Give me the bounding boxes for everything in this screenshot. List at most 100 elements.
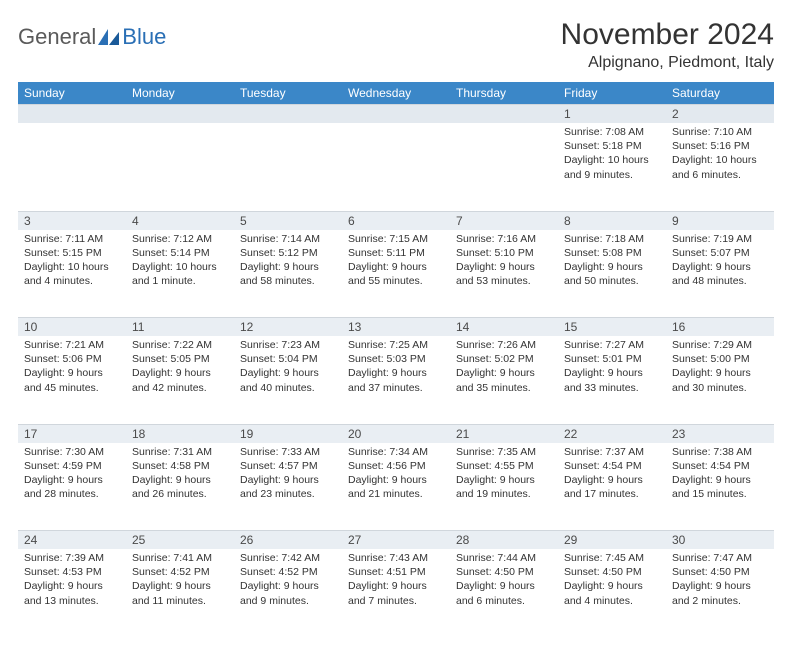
page-title: November 2024 (561, 18, 774, 52)
day-number-cell: 5 (234, 211, 342, 230)
sunset-text: Sunset: 5:04 PM (240, 352, 336, 366)
sunrise-text: Sunrise: 7:30 AM (24, 445, 120, 459)
sunset-text: Sunset: 4:53 PM (24, 565, 120, 579)
day-number-cell: 13 (342, 318, 450, 337)
sunrise-text: Sunrise: 7:23 AM (240, 338, 336, 352)
day-number-cell: 9 (666, 211, 774, 230)
day-number-cell: 24 (18, 531, 126, 550)
sunset-text: Sunset: 5:02 PM (456, 352, 552, 366)
day-number-cell: 6 (342, 211, 450, 230)
daylight-text: Daylight: 10 hours and 6 minutes. (672, 153, 768, 181)
day-cell: Sunrise: 7:37 AMSunset: 4:54 PMDaylight:… (558, 443, 666, 531)
daylight-text: Daylight: 9 hours and 17 minutes. (564, 473, 660, 501)
day-cell: Sunrise: 7:14 AMSunset: 5:12 PMDaylight:… (234, 230, 342, 318)
day-cell: Sunrise: 7:11 AMSunset: 5:15 PMDaylight:… (18, 230, 126, 318)
daylight-text: Daylight: 9 hours and 19 minutes. (456, 473, 552, 501)
daylight-text: Daylight: 9 hours and 30 minutes. (672, 366, 768, 394)
sunrise-text: Sunrise: 7:21 AM (24, 338, 120, 352)
day-number-cell: 4 (126, 211, 234, 230)
daylight-text: Daylight: 9 hours and 48 minutes. (672, 260, 768, 288)
daylight-text: Daylight: 10 hours and 1 minute. (132, 260, 228, 288)
day-number-cell: 11 (126, 318, 234, 337)
day-content-row: Sunrise: 7:11 AMSunset: 5:15 PMDaylight:… (18, 230, 774, 318)
daylight-text: Daylight: 9 hours and 11 minutes. (132, 579, 228, 607)
day-number-cell (126, 105, 234, 124)
day-number-row: 17181920212223 (18, 424, 774, 443)
sunset-text: Sunset: 5:03 PM (348, 352, 444, 366)
sunset-text: Sunset: 4:58 PM (132, 459, 228, 473)
sunset-text: Sunset: 4:54 PM (564, 459, 660, 473)
calendar-page: General Blue November 2024 Alpignano, Pi… (0, 0, 792, 647)
day-cell: Sunrise: 7:31 AMSunset: 4:58 PMDaylight:… (126, 443, 234, 531)
page-subtitle: Alpignano, Piedmont, Italy (561, 54, 774, 72)
calendar-table: Sunday Monday Tuesday Wednesday Thursday… (18, 82, 774, 637)
daylight-text: Daylight: 9 hours and 45 minutes. (24, 366, 120, 394)
sunset-text: Sunset: 5:12 PM (240, 246, 336, 260)
sunrise-text: Sunrise: 7:16 AM (456, 232, 552, 246)
day-number-cell: 27 (342, 531, 450, 550)
daylight-text: Daylight: 9 hours and 33 minutes. (564, 366, 660, 394)
sunrise-text: Sunrise: 7:45 AM (564, 551, 660, 565)
day-header: Thursday (450, 82, 558, 105)
sunrise-text: Sunrise: 7:43 AM (348, 551, 444, 565)
day-cell (126, 123, 234, 211)
day-cell: Sunrise: 7:42 AMSunset: 4:52 PMDaylight:… (234, 549, 342, 637)
daylight-text: Daylight: 9 hours and 55 minutes. (348, 260, 444, 288)
daylight-text: Daylight: 9 hours and 26 minutes. (132, 473, 228, 501)
day-number-row: 10111213141516 (18, 318, 774, 337)
day-number-cell: 7 (450, 211, 558, 230)
day-cell: Sunrise: 7:25 AMSunset: 5:03 PMDaylight:… (342, 336, 450, 424)
sunrise-text: Sunrise: 7:37 AM (564, 445, 660, 459)
day-number-cell: 14 (450, 318, 558, 337)
day-cell: Sunrise: 7:19 AMSunset: 5:07 PMDaylight:… (666, 230, 774, 318)
sunrise-text: Sunrise: 7:19 AM (672, 232, 768, 246)
day-cell: Sunrise: 7:33 AMSunset: 4:57 PMDaylight:… (234, 443, 342, 531)
day-cell (450, 123, 558, 211)
day-cell (234, 123, 342, 211)
day-cell: Sunrise: 7:30 AMSunset: 4:59 PMDaylight:… (18, 443, 126, 531)
day-number-cell: 10 (18, 318, 126, 337)
sunset-text: Sunset: 5:05 PM (132, 352, 228, 366)
day-header: Saturday (666, 82, 774, 105)
sunrise-text: Sunrise: 7:25 AM (348, 338, 444, 352)
day-number-cell: 12 (234, 318, 342, 337)
day-cell: Sunrise: 7:26 AMSunset: 5:02 PMDaylight:… (450, 336, 558, 424)
sunrise-text: Sunrise: 7:26 AM (456, 338, 552, 352)
sunrise-text: Sunrise: 7:42 AM (240, 551, 336, 565)
day-content-row: Sunrise: 7:30 AMSunset: 4:59 PMDaylight:… (18, 443, 774, 531)
day-header: Friday (558, 82, 666, 105)
sunset-text: Sunset: 4:51 PM (348, 565, 444, 579)
day-cell: Sunrise: 7:27 AMSunset: 5:01 PMDaylight:… (558, 336, 666, 424)
day-number-cell: 17 (18, 424, 126, 443)
day-content-row: Sunrise: 7:21 AMSunset: 5:06 PMDaylight:… (18, 336, 774, 424)
day-number-cell (234, 105, 342, 124)
day-number-cell: 23 (666, 424, 774, 443)
daylight-text: Daylight: 9 hours and 40 minutes. (240, 366, 336, 394)
daylight-text: Daylight: 9 hours and 28 minutes. (24, 473, 120, 501)
daylight-text: Daylight: 9 hours and 37 minutes. (348, 366, 444, 394)
day-cell: Sunrise: 7:23 AMSunset: 5:04 PMDaylight:… (234, 336, 342, 424)
daylight-text: Daylight: 9 hours and 42 minutes. (132, 366, 228, 394)
daylight-text: Daylight: 9 hours and 23 minutes. (240, 473, 336, 501)
day-number-row: 12 (18, 105, 774, 124)
day-number-cell: 3 (18, 211, 126, 230)
sunset-text: Sunset: 5:01 PM (564, 352, 660, 366)
day-cell: Sunrise: 7:16 AMSunset: 5:10 PMDaylight:… (450, 230, 558, 318)
day-cell: Sunrise: 7:38 AMSunset: 4:54 PMDaylight:… (666, 443, 774, 531)
page-header: General Blue November 2024 Alpignano, Pi… (18, 18, 774, 72)
day-number-cell: 20 (342, 424, 450, 443)
day-number-row: 24252627282930 (18, 531, 774, 550)
daylight-text: Daylight: 9 hours and 50 minutes. (564, 260, 660, 288)
sunrise-text: Sunrise: 7:29 AM (672, 338, 768, 352)
daylight-text: Daylight: 9 hours and 13 minutes. (24, 579, 120, 607)
brand-logo: General Blue (18, 18, 166, 50)
day-number-cell (18, 105, 126, 124)
sunrise-text: Sunrise: 7:18 AM (564, 232, 660, 246)
sunset-text: Sunset: 4:59 PM (24, 459, 120, 473)
day-header: Sunday (18, 82, 126, 105)
sunrise-text: Sunrise: 7:33 AM (240, 445, 336, 459)
daylight-text: Daylight: 9 hours and 4 minutes. (564, 579, 660, 607)
day-cell: Sunrise: 7:10 AMSunset: 5:16 PMDaylight:… (666, 123, 774, 211)
day-content-row: Sunrise: 7:39 AMSunset: 4:53 PMDaylight:… (18, 549, 774, 637)
day-number-cell: 28 (450, 531, 558, 550)
